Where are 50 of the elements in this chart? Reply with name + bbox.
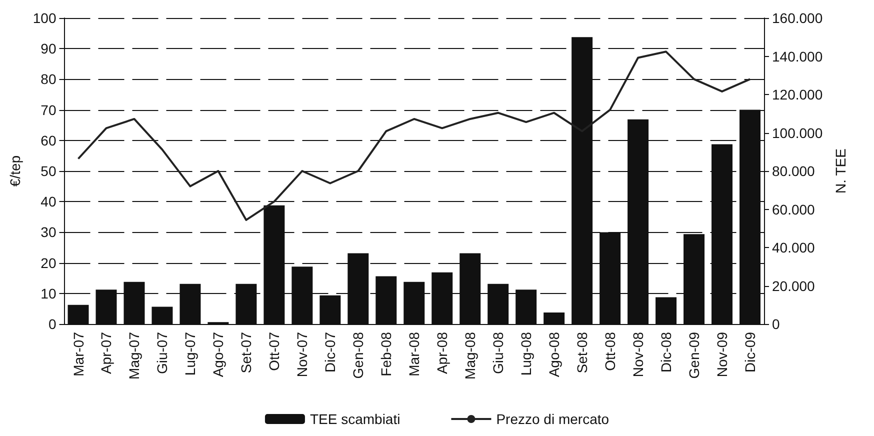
y2-tick-label: 60.000 [772, 201, 816, 218]
x-tick-label: Giu-08 [490, 332, 506, 374]
y-tick-label: 0 [48, 316, 56, 332]
x-tick-label: Nov-08 [630, 332, 646, 378]
y-tick-label: 20 [40, 254, 56, 271]
x-tick-label: Ago-07 [210, 332, 226, 378]
x-tick-label: Dic-08 [658, 332, 674, 372]
y-tick-label: 70 [40, 102, 56, 118]
y2-tick-label: 160.000 [772, 10, 823, 26]
x-tick-label: Mag-08 [462, 332, 478, 380]
y2-axis-title: N. TEE [832, 148, 849, 194]
legend-label: TEE scambiati [310, 411, 400, 427]
y-tick-label: 90 [40, 40, 56, 57]
y-tick-label: 60 [40, 132, 56, 148]
y-tick-label: 40 [40, 194, 56, 210]
x-tick-label: Mar-07 [70, 332, 86, 376]
x-tick-label: Gen-09 [686, 332, 702, 379]
x-tick-label: Gen-08 [350, 332, 366, 379]
y-tick-label: 10 [40, 285, 56, 302]
y2-tick-label: 120.000 [772, 86, 823, 102]
x-tick-label: Set-08 [574, 332, 590, 374]
x-tick-label: Ago-08 [546, 332, 562, 378]
x-tick-label: Lug-07 [182, 332, 198, 376]
x-tick-label: Set-07 [238, 332, 254, 374]
x-tick-label: Apr-07 [98, 332, 114, 374]
x-tick-label: Feb-08 [378, 332, 394, 376]
y-tick-label: 100 [32, 10, 56, 26]
x-tick-label: Mag-07 [126, 332, 142, 380]
x-tick-label: Nov-09 [714, 332, 730, 378]
x-tick-label: Apr-08 [434, 332, 450, 374]
y2-tick-label: 40.000 [772, 240, 816, 256]
y2-tick-label: 80.000 [772, 163, 816, 179]
y2-tick-label: 100.000 [772, 124, 823, 141]
x-tick-label: Dic-09 [742, 332, 758, 372]
x-tick-label: Ott-07 [266, 332, 282, 371]
x-tick-label: Giu-07 [154, 332, 170, 374]
y2-tick-label: 0 [772, 316, 780, 332]
x-tick-label: Mar-08 [406, 332, 422, 376]
y-tick-label: 30 [40, 224, 56, 240]
x-tick-label: Lug-08 [518, 332, 534, 376]
y2-tick-label: 20.000 [772, 278, 816, 294]
x-tick-label: Nov-07 [294, 332, 310, 378]
x-tick-label: Dic-07 [322, 332, 338, 372]
y-tick-label: 50 [40, 163, 56, 179]
y-tick-label: 80 [40, 71, 56, 88]
y2-tick-label: 140.000 [772, 48, 823, 64]
line-series [77, 50, 752, 221]
y-axis-title: €/tep [7, 155, 23, 187]
legend-label: Prezzo di mercato [496, 411, 610, 427]
x-tick-label: Ott-08 [602, 332, 618, 371]
